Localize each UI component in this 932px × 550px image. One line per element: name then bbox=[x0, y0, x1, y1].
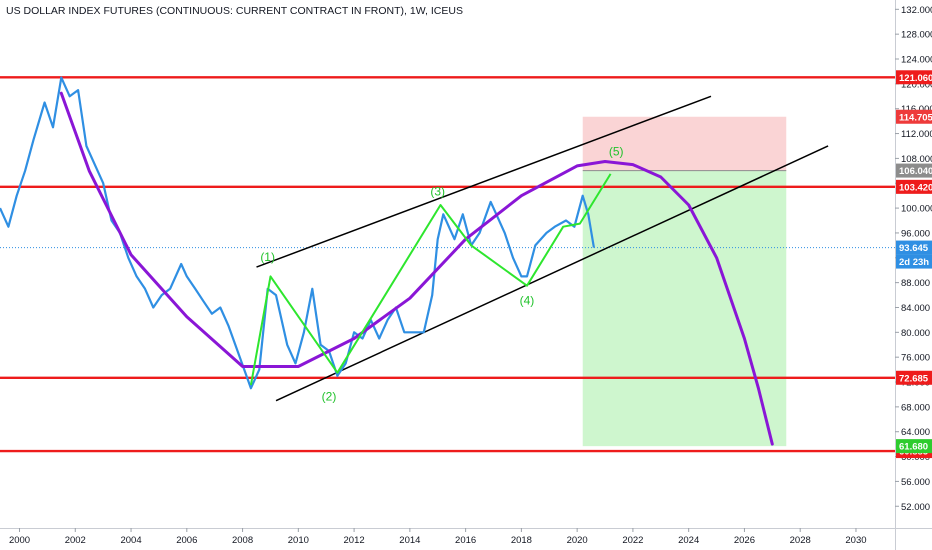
wave-label: (5) bbox=[609, 144, 624, 158]
price-series bbox=[0, 76, 595, 390]
level-tag: 72.685 bbox=[899, 373, 929, 384]
countdown-tag-bg bbox=[896, 254, 932, 269]
wave-label: (1) bbox=[260, 250, 275, 264]
x-tick-label: 2010 bbox=[288, 535, 309, 546]
x-tick-label: 2000 bbox=[9, 535, 30, 546]
y-tick-label: 80.000 bbox=[901, 328, 930, 339]
y-tick-label: 112.000 bbox=[901, 129, 932, 140]
y-tick-label: 56.000 bbox=[901, 477, 930, 488]
price-tag: 61.680 bbox=[899, 442, 928, 453]
y-tick-label: 128.000 bbox=[901, 30, 932, 41]
wave-labels: (1) (2) (3) (4) (5) bbox=[260, 144, 623, 403]
level-tag-bg bbox=[896, 179, 932, 194]
level-tag: 103.420 bbox=[899, 182, 932, 193]
level-tag-bg bbox=[896, 370, 932, 385]
x-tick-label: 2024 bbox=[678, 535, 699, 546]
y-tick-label: 64.000 bbox=[901, 427, 930, 438]
x-tick-label: 2026 bbox=[734, 535, 755, 546]
target-zone bbox=[582, 170, 787, 447]
price-tag: 106.040 bbox=[899, 166, 932, 177]
horizontal-levels bbox=[0, 76, 895, 453]
x-tick-label: 2006 bbox=[176, 535, 197, 546]
level-tag-bg bbox=[896, 70, 932, 85]
x-tick-label: 2008 bbox=[232, 535, 253, 546]
x-tick-label: 2018 bbox=[511, 535, 532, 546]
y-tick-label: 108.000 bbox=[901, 154, 932, 165]
x-tick-label: 2022 bbox=[622, 535, 643, 546]
x-tick-label: 2014 bbox=[399, 535, 420, 546]
arc-curve bbox=[59, 91, 774, 446]
x-tick-label: 2030 bbox=[845, 535, 866, 546]
trend-channel bbox=[256, 95, 829, 402]
last-price-tag-bg bbox=[896, 240, 932, 255]
level-tag: 121.060 bbox=[899, 73, 932, 84]
x-tick-label: 2016 bbox=[455, 535, 476, 546]
x-tick-label: 2004 bbox=[120, 535, 141, 546]
wave-label: (3) bbox=[430, 185, 445, 199]
price-tag: 114.705 bbox=[899, 112, 932, 123]
countdown-tag: 2d 23h bbox=[899, 257, 929, 268]
x-tick-label: 2012 bbox=[344, 535, 365, 546]
price-tag-bg bbox=[896, 163, 932, 178]
last-price-tag: 93.645 bbox=[899, 243, 929, 254]
channel-line bbox=[275, 145, 829, 402]
y-tick-label: 96.000 bbox=[901, 228, 930, 239]
x-tick-label: 2002 bbox=[65, 535, 86, 546]
y-tick-label: 52.000 bbox=[901, 502, 930, 513]
position-box bbox=[582, 116, 787, 447]
x-tick-label: 2028 bbox=[790, 535, 811, 546]
chart-title: US DOLLAR INDEX FUTURES (CONTINUOUS: CUR… bbox=[6, 5, 463, 17]
x-tick-label: 2020 bbox=[567, 535, 588, 546]
channel-line bbox=[256, 95, 712, 268]
price-tag-bg bbox=[896, 109, 932, 124]
y-tick-label: 84.000 bbox=[901, 303, 930, 314]
y-tick-label: 124.000 bbox=[901, 55, 932, 66]
y-tick-label: 132.000 bbox=[901, 5, 932, 16]
y-tick-label: 76.000 bbox=[901, 353, 930, 364]
y-tick-label: 68.000 bbox=[901, 402, 930, 413]
price-line bbox=[0, 76, 595, 390]
wave-line bbox=[249, 173, 612, 386]
x-axis-ticks: 2000 2002 2004 2006 2008 2010 2012 2014 2016 2018… bbox=[9, 528, 867, 546]
wave-label: (2) bbox=[322, 390, 337, 404]
y-tick-label: 100.000 bbox=[901, 204, 932, 215]
elliott-wave bbox=[249, 173, 612, 386]
wave-label: (4) bbox=[520, 293, 535, 307]
y-tick-label: 88.000 bbox=[901, 278, 930, 289]
y-tick-label: 116.000 bbox=[901, 104, 932, 115]
price-tag-bg bbox=[896, 439, 932, 454]
price-tags: 121.060103.42072.68560.885114.705106.040… bbox=[896, 70, 932, 459]
y-tick-label: 120.000 bbox=[901, 79, 932, 90]
arc-curve bbox=[59, 91, 774, 446]
